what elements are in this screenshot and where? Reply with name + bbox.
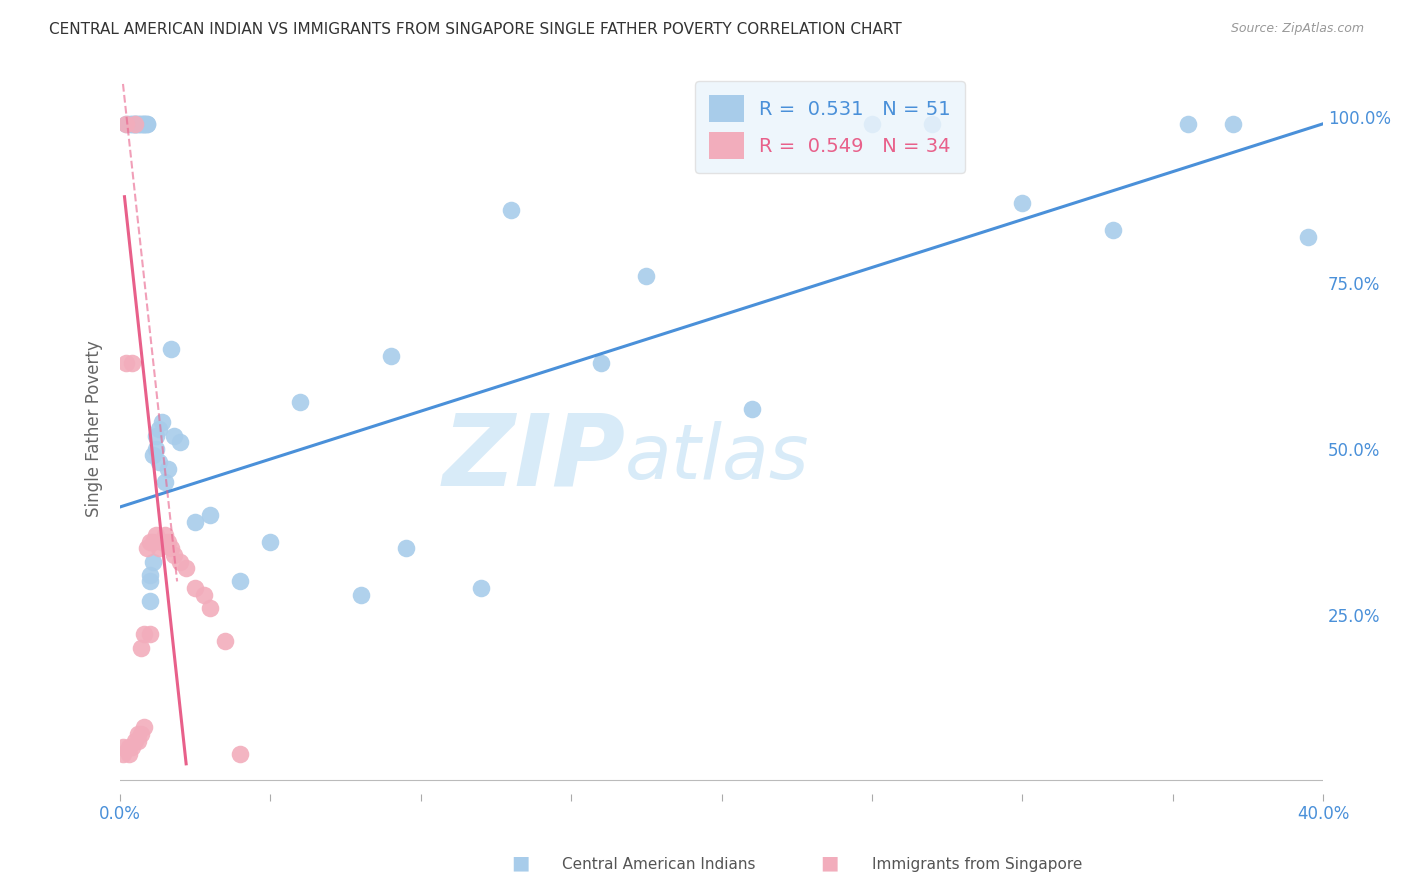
Point: [142, 534, 165, 549]
Point: [174, 561, 197, 575]
Point: [499, 202, 522, 217]
Text: ZIP: ZIP: [443, 409, 626, 507]
Point: [145, 442, 167, 456]
Point: [150, 534, 173, 549]
Point: [129, 727, 152, 741]
Point: [121, 117, 143, 131]
Point: [229, 574, 252, 589]
Point: [127, 727, 149, 741]
Text: ■: ■: [510, 854, 530, 872]
Point: [200, 601, 222, 615]
Point: [115, 117, 138, 131]
Legend: R =  0.531   N = 51, R =  0.549   N = 34: R = 0.531 N = 51, R = 0.549 N = 34: [695, 81, 965, 173]
Point: [124, 733, 146, 747]
Y-axis label: Single Father Poverty: Single Father Poverty: [86, 341, 103, 517]
Point: [115, 117, 138, 131]
Point: [1222, 117, 1244, 131]
Point: [121, 117, 143, 131]
Point: [129, 640, 152, 655]
Text: Immigrants from Singapore: Immigrants from Singapore: [872, 857, 1083, 872]
Point: [136, 117, 159, 131]
Point: [153, 475, 176, 489]
Point: [132, 627, 155, 641]
Point: [259, 534, 281, 549]
Point: [139, 594, 162, 608]
Point: [124, 117, 146, 131]
Point: [139, 534, 162, 549]
Text: ■: ■: [820, 854, 839, 872]
Point: [157, 534, 180, 549]
Point: [139, 567, 162, 582]
Point: [163, 428, 186, 442]
Point: [636, 269, 658, 284]
Point: [124, 117, 146, 131]
Point: [127, 733, 149, 747]
Point: [132, 117, 155, 131]
Point: [591, 355, 613, 369]
Point: [139, 627, 162, 641]
Point: [1177, 117, 1199, 131]
Point: [132, 117, 155, 131]
Point: [142, 555, 165, 569]
Text: atlas: atlas: [626, 421, 810, 495]
Point: [349, 588, 371, 602]
Point: [118, 740, 141, 755]
Point: [193, 588, 215, 602]
Point: [145, 528, 167, 542]
Point: [184, 581, 207, 595]
Point: [200, 508, 222, 522]
Point: [124, 117, 146, 131]
Point: [124, 117, 146, 131]
Point: [163, 548, 186, 562]
Point: [860, 117, 883, 131]
Point: [148, 455, 170, 469]
Point: [153, 528, 176, 542]
Point: [160, 541, 183, 556]
Point: [380, 349, 402, 363]
Point: [118, 747, 141, 761]
Point: [129, 117, 152, 131]
Point: [160, 343, 183, 357]
Point: [132, 117, 155, 131]
Point: [127, 117, 149, 131]
Point: [184, 515, 207, 529]
Point: [121, 355, 143, 369]
Point: [136, 541, 159, 556]
Point: [118, 117, 141, 131]
Point: [169, 555, 191, 569]
Text: CENTRAL AMERICAN INDIAN VS IMMIGRANTS FROM SINGAPORE SINGLE FATHER POVERTY CORRE: CENTRAL AMERICAN INDIAN VS IMMIGRANTS FR…: [49, 22, 903, 37]
Point: [136, 117, 159, 131]
Point: [111, 740, 134, 755]
Point: [132, 720, 155, 734]
Point: [741, 401, 763, 416]
Point: [142, 449, 165, 463]
Point: [1011, 196, 1033, 211]
Point: [921, 117, 943, 131]
Point: [148, 422, 170, 436]
Point: [111, 747, 134, 761]
Text: Central American Indians: Central American Indians: [562, 857, 756, 872]
Point: [169, 435, 191, 450]
Point: [127, 117, 149, 131]
Text: Source: ZipAtlas.com: Source: ZipAtlas.com: [1230, 22, 1364, 36]
Point: [229, 747, 252, 761]
Point: [290, 395, 312, 409]
Point: [470, 581, 492, 595]
Point: [1101, 223, 1123, 237]
Point: [1296, 229, 1319, 244]
Point: [115, 355, 138, 369]
Point: [214, 634, 236, 648]
Point: [395, 541, 418, 556]
Point: [157, 461, 180, 475]
Point: [121, 740, 143, 755]
Point: [148, 541, 170, 556]
Point: [150, 415, 173, 429]
Point: [145, 428, 167, 442]
Point: [139, 574, 162, 589]
Point: [129, 117, 152, 131]
